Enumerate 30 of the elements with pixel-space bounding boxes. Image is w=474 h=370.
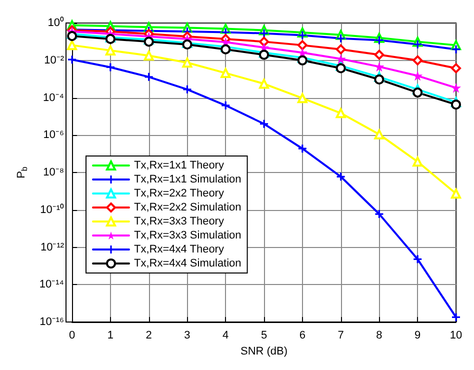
legend-label: Tx,Rx=3x3 Simulation — [134, 230, 242, 242]
y-tick-label: 10⁻² — [44, 54, 64, 66]
y-tick-label: 10⁻⁴ — [43, 92, 64, 104]
x-tick-label: 6 — [299, 330, 306, 342]
legend-label: Tx,Rx=4x4 Simulation — [134, 258, 242, 270]
x-axis-title: SNR (dB) — [240, 345, 288, 358]
legend-label: Tx,Rx=4x4 Theory — [134, 244, 224, 256]
legend-label: Tx,Rx=1x1 Simulation — [134, 174, 242, 186]
x-tick-label: 5 — [260, 330, 268, 342]
x-tick-label: 9 — [414, 330, 421, 342]
x-tick-label: 7 — [338, 330, 344, 342]
y-tick-label: 10⁻¹⁰ — [40, 202, 64, 216]
y-tick-label: 10⁻⁶ — [43, 129, 64, 142]
x-tick-label: 10 — [450, 330, 462, 342]
x-tick-label: 1 — [107, 330, 114, 342]
y-tick-label: 10⁰ — [48, 16, 64, 29]
x-tick-label: 0 — [68, 330, 76, 342]
y-tick-label: 10⁻¹⁴ — [39, 278, 64, 291]
x-tick-label: 2 — [146, 330, 152, 342]
y-tick-label: 10⁻¹² — [40, 241, 64, 254]
y-tick-label: 10⁻¹⁶ — [40, 316, 64, 328]
x-tick-label: 8 — [376, 330, 382, 342]
legend-label: Tx,Rx=2x2 Theory — [134, 188, 224, 200]
x-tick-label: 3 — [184, 330, 190, 342]
legend-label: Tx,Rx=2x2 Simulation — [134, 202, 242, 214]
legend-label: Tx,Rx=1x1 Theory — [134, 160, 224, 172]
y-axis-title: Pb — [16, 166, 29, 178]
x-tick-label: 4 — [222, 330, 229, 342]
legend-label: Tx,Rx=3x3 Theory — [134, 216, 224, 228]
y-tick-label: 10⁻⁸ — [43, 166, 64, 178]
